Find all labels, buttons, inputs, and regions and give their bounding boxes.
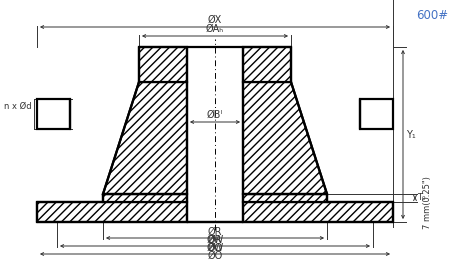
Polygon shape (103, 82, 187, 194)
Text: 600#: 600# (415, 9, 447, 22)
Polygon shape (139, 47, 187, 82)
Text: 7 mm(0.25"): 7 mm(0.25") (423, 176, 431, 229)
Text: ØBᴵ: ØBᴵ (207, 110, 223, 120)
Text: ØO: ØO (207, 243, 222, 253)
Text: ØAₕ: ØAₕ (206, 24, 224, 34)
Polygon shape (242, 82, 326, 194)
Text: ØW: ØW (206, 235, 223, 245)
Text: ØR: ØR (207, 227, 222, 237)
Text: ØX: ØX (207, 15, 222, 25)
Text: Y₁: Y₁ (405, 130, 415, 140)
Polygon shape (242, 194, 326, 202)
Text: ØW: ØW (206, 243, 223, 253)
Text: ØR: ØR (207, 235, 222, 245)
Text: n x Ød: n x Ød (5, 101, 32, 111)
Bar (359, 99, 392, 129)
Polygon shape (103, 194, 187, 202)
Polygon shape (242, 47, 291, 82)
Text: ØO: ØO (207, 251, 222, 261)
Polygon shape (242, 202, 392, 222)
Bar (37, 99, 70, 129)
Polygon shape (37, 202, 187, 222)
Text: T₀: T₀ (416, 194, 425, 202)
